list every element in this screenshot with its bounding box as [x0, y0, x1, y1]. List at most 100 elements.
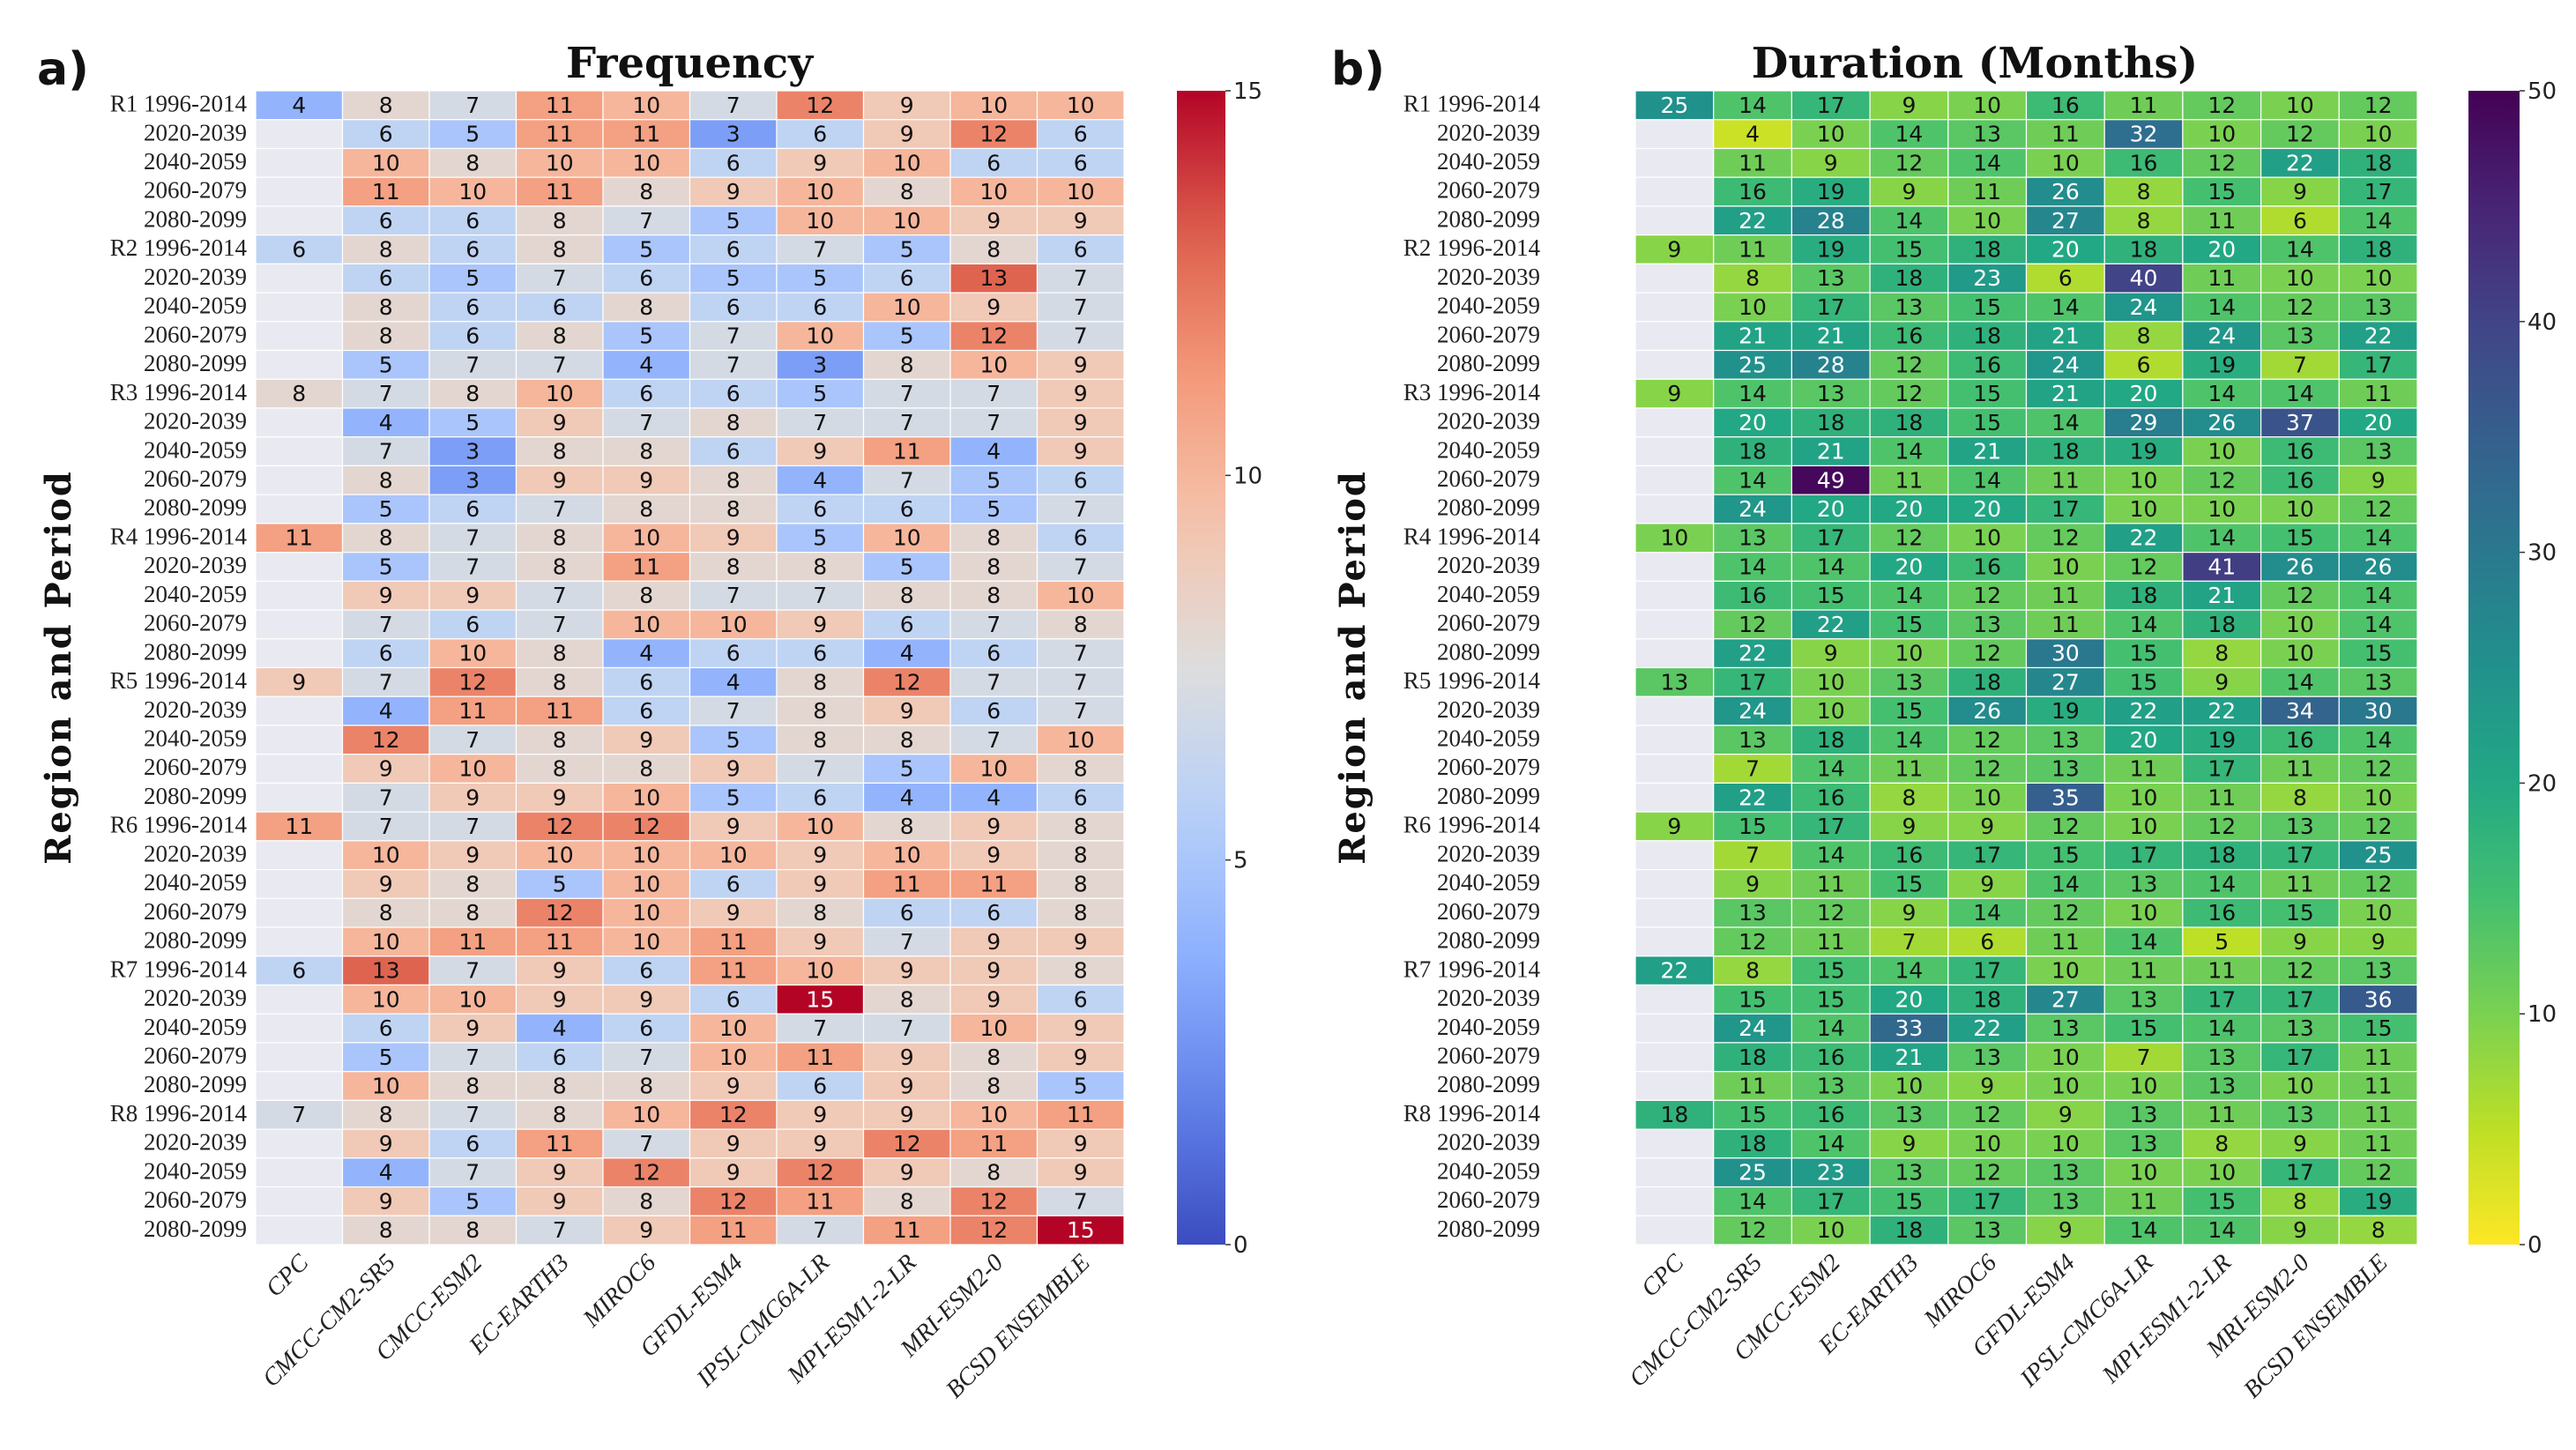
frequency-cell-value: 6	[465, 612, 480, 637]
duration-cell-value: 9	[1746, 871, 1760, 896]
frequency-cell	[255, 1071, 344, 1101]
frequency-cell	[428, 292, 517, 323]
duration-cell	[1791, 119, 1871, 150]
frequency-cell-value: 5	[379, 496, 393, 522]
frequency-row-label: 2060-2079	[144, 610, 247, 636]
frequency-cell	[862, 609, 951, 640]
duration-cell-value: 25	[2364, 843, 2393, 868]
duration-cell	[2025, 638, 2105, 669]
duration-cell	[2103, 205, 2184, 236]
duration-cell-value: 18	[1973, 986, 2001, 1012]
frequency-cell-value: 9	[813, 439, 827, 465]
duration-cell	[1634, 551, 1715, 582]
frequency-row-label: 2080-2099	[144, 350, 247, 376]
duration-cell-value: 10	[2051, 1131, 2080, 1156]
duration-cell-value: 10	[2130, 784, 2158, 810]
frequency-cell	[949, 523, 1039, 554]
duration-cell-value: 22	[2130, 525, 2158, 551]
frequency-cell	[776, 811, 865, 842]
frequency-cell-value: 7	[639, 1131, 653, 1156]
frequency-cell-value: 10	[372, 1074, 400, 1099]
duration-cell	[1634, 176, 1715, 207]
duration-cell-value: 12	[2286, 122, 2314, 147]
frequency-cell-value: 12	[893, 1131, 921, 1156]
frequency-cell-value: 3	[726, 122, 741, 147]
duration-cell-value: 49	[1817, 467, 1845, 493]
duration-cell-value: 18	[1895, 265, 1924, 291]
frequency-cell	[428, 119, 517, 150]
frequency-cell-value: 4	[553, 1015, 567, 1041]
frequency-cell	[949, 782, 1039, 813]
frequency-cell	[949, 321, 1039, 352]
frequency-cell-value: 7	[813, 756, 827, 782]
duration-cell	[2103, 956, 2184, 986]
frequency-cell-value: 9	[726, 1074, 741, 1099]
frequency-cell-value: 10	[979, 179, 1008, 204]
duration-cell-value: 18	[2364, 236, 2393, 262]
frequency-cell-value: 3	[813, 352, 827, 377]
duration-cell	[1634, 1042, 1715, 1073]
frequency-cell-value: 9	[639, 986, 653, 1012]
frequency-cell-value: 7	[813, 236, 827, 262]
duration-cell-value: 10	[2130, 1160, 2158, 1186]
frequency-cell-value: 10	[719, 843, 748, 868]
frequency-cell-value: 10	[372, 843, 400, 868]
duration-row-label: R2 1996-2014	[1403, 234, 1541, 261]
frequency-cell	[949, 956, 1039, 986]
frequency-cell	[428, 1071, 517, 1101]
frequency-cell-value: 3	[465, 467, 480, 493]
frequency-cell-value: 8	[379, 525, 393, 551]
duration-cell	[2260, 321, 2340, 352]
frequency-cell	[255, 1128, 344, 1159]
frequency-cell-value: 6	[900, 265, 914, 291]
frequency-cell-value: 9	[813, 1131, 827, 1156]
duration-cell	[2338, 956, 2418, 986]
duration-cell	[1713, 465, 1792, 495]
duration-cell	[1947, 868, 2028, 899]
frequency-cell	[341, 1042, 430, 1073]
frequency-cell-value: 6	[1074, 150, 1088, 175]
frequency-cell-value: 12	[458, 669, 487, 695]
duration-cell	[1869, 956, 1949, 986]
frequency-cell-value: 11	[893, 871, 921, 896]
duration-cell	[1634, 984, 1715, 1015]
duration-cell	[2338, 119, 2418, 150]
frequency-cell-value: 9	[639, 727, 653, 753]
duration-colorbar-tick-label: 20	[2528, 770, 2557, 797]
duration-cell-value: 18	[2130, 236, 2158, 262]
frequency-cell-value: 11	[893, 439, 921, 465]
frequency-cell	[341, 90, 430, 121]
duration-cell	[2103, 638, 2184, 669]
frequency-cell	[255, 407, 344, 438]
duration-cell	[2025, 378, 2105, 409]
frequency-cell-value: 10	[632, 784, 660, 810]
duration-cell-value: 10	[1973, 784, 2001, 810]
duration-cell	[2182, 897, 2262, 928]
frequency-cell-value: 7	[292, 1102, 306, 1127]
duration-cell	[1713, 1215, 1792, 1246]
frequency-cell-value: 6	[1074, 467, 1088, 493]
frequency-cell	[862, 551, 951, 582]
frequency-cell	[428, 349, 517, 380]
frequency-cell-value: 12	[632, 1160, 660, 1186]
duration-cell-value: 9	[2293, 179, 2307, 204]
frequency-cell	[515, 205, 604, 236]
frequency-cell	[862, 638, 951, 669]
frequency-cell-value: 12	[546, 900, 574, 926]
duration-cell	[2182, 984, 2262, 1015]
frequency-cell	[255, 754, 344, 784]
frequency-cell	[949, 234, 1039, 264]
duration-cell	[2103, 1013, 2184, 1044]
duration-cell-value: 23	[1973, 265, 2001, 291]
frequency-cell-value: 9	[726, 900, 741, 926]
frequency-cell-value: 4	[292, 93, 306, 118]
frequency-cell-value: 9	[986, 814, 1001, 839]
duration-cell-value: 9	[2059, 1102, 2073, 1127]
duration-cell-value: 15	[1895, 871, 1924, 896]
duration-cell-value: 10	[2051, 150, 2080, 175]
frequency-cell-value: 10	[719, 612, 748, 637]
frequency-cell	[255, 523, 344, 554]
frequency-cell-value: 10	[806, 814, 834, 839]
duration-cell-value: 27	[2051, 669, 2080, 695]
frequency-colorbar-tick-label: 5	[1233, 848, 1248, 874]
